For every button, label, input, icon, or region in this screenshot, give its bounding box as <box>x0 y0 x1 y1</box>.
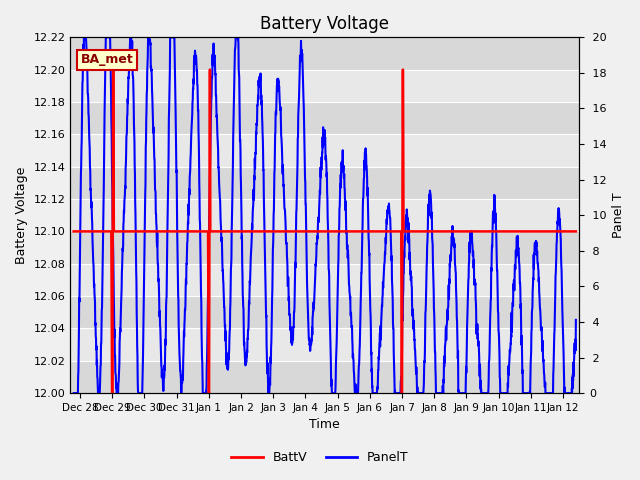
Text: BA_met: BA_met <box>81 53 133 66</box>
Bar <box>70 296 579 328</box>
Bar <box>70 102 579 134</box>
Title: Battery Voltage: Battery Voltage <box>260 15 389 33</box>
Bar <box>70 70 579 102</box>
X-axis label: Time: Time <box>309 419 340 432</box>
Bar <box>70 361 579 393</box>
Bar <box>70 199 579 231</box>
Bar <box>70 264 579 296</box>
Bar <box>70 37 579 70</box>
Y-axis label: Battery Voltage: Battery Voltage <box>15 167 28 264</box>
Bar <box>70 134 579 167</box>
Bar <box>70 231 579 264</box>
Y-axis label: Panel T: Panel T <box>612 192 625 238</box>
Bar <box>70 328 579 361</box>
Bar <box>70 167 579 199</box>
Legend: BattV, PanelT: BattV, PanelT <box>227 446 413 469</box>
